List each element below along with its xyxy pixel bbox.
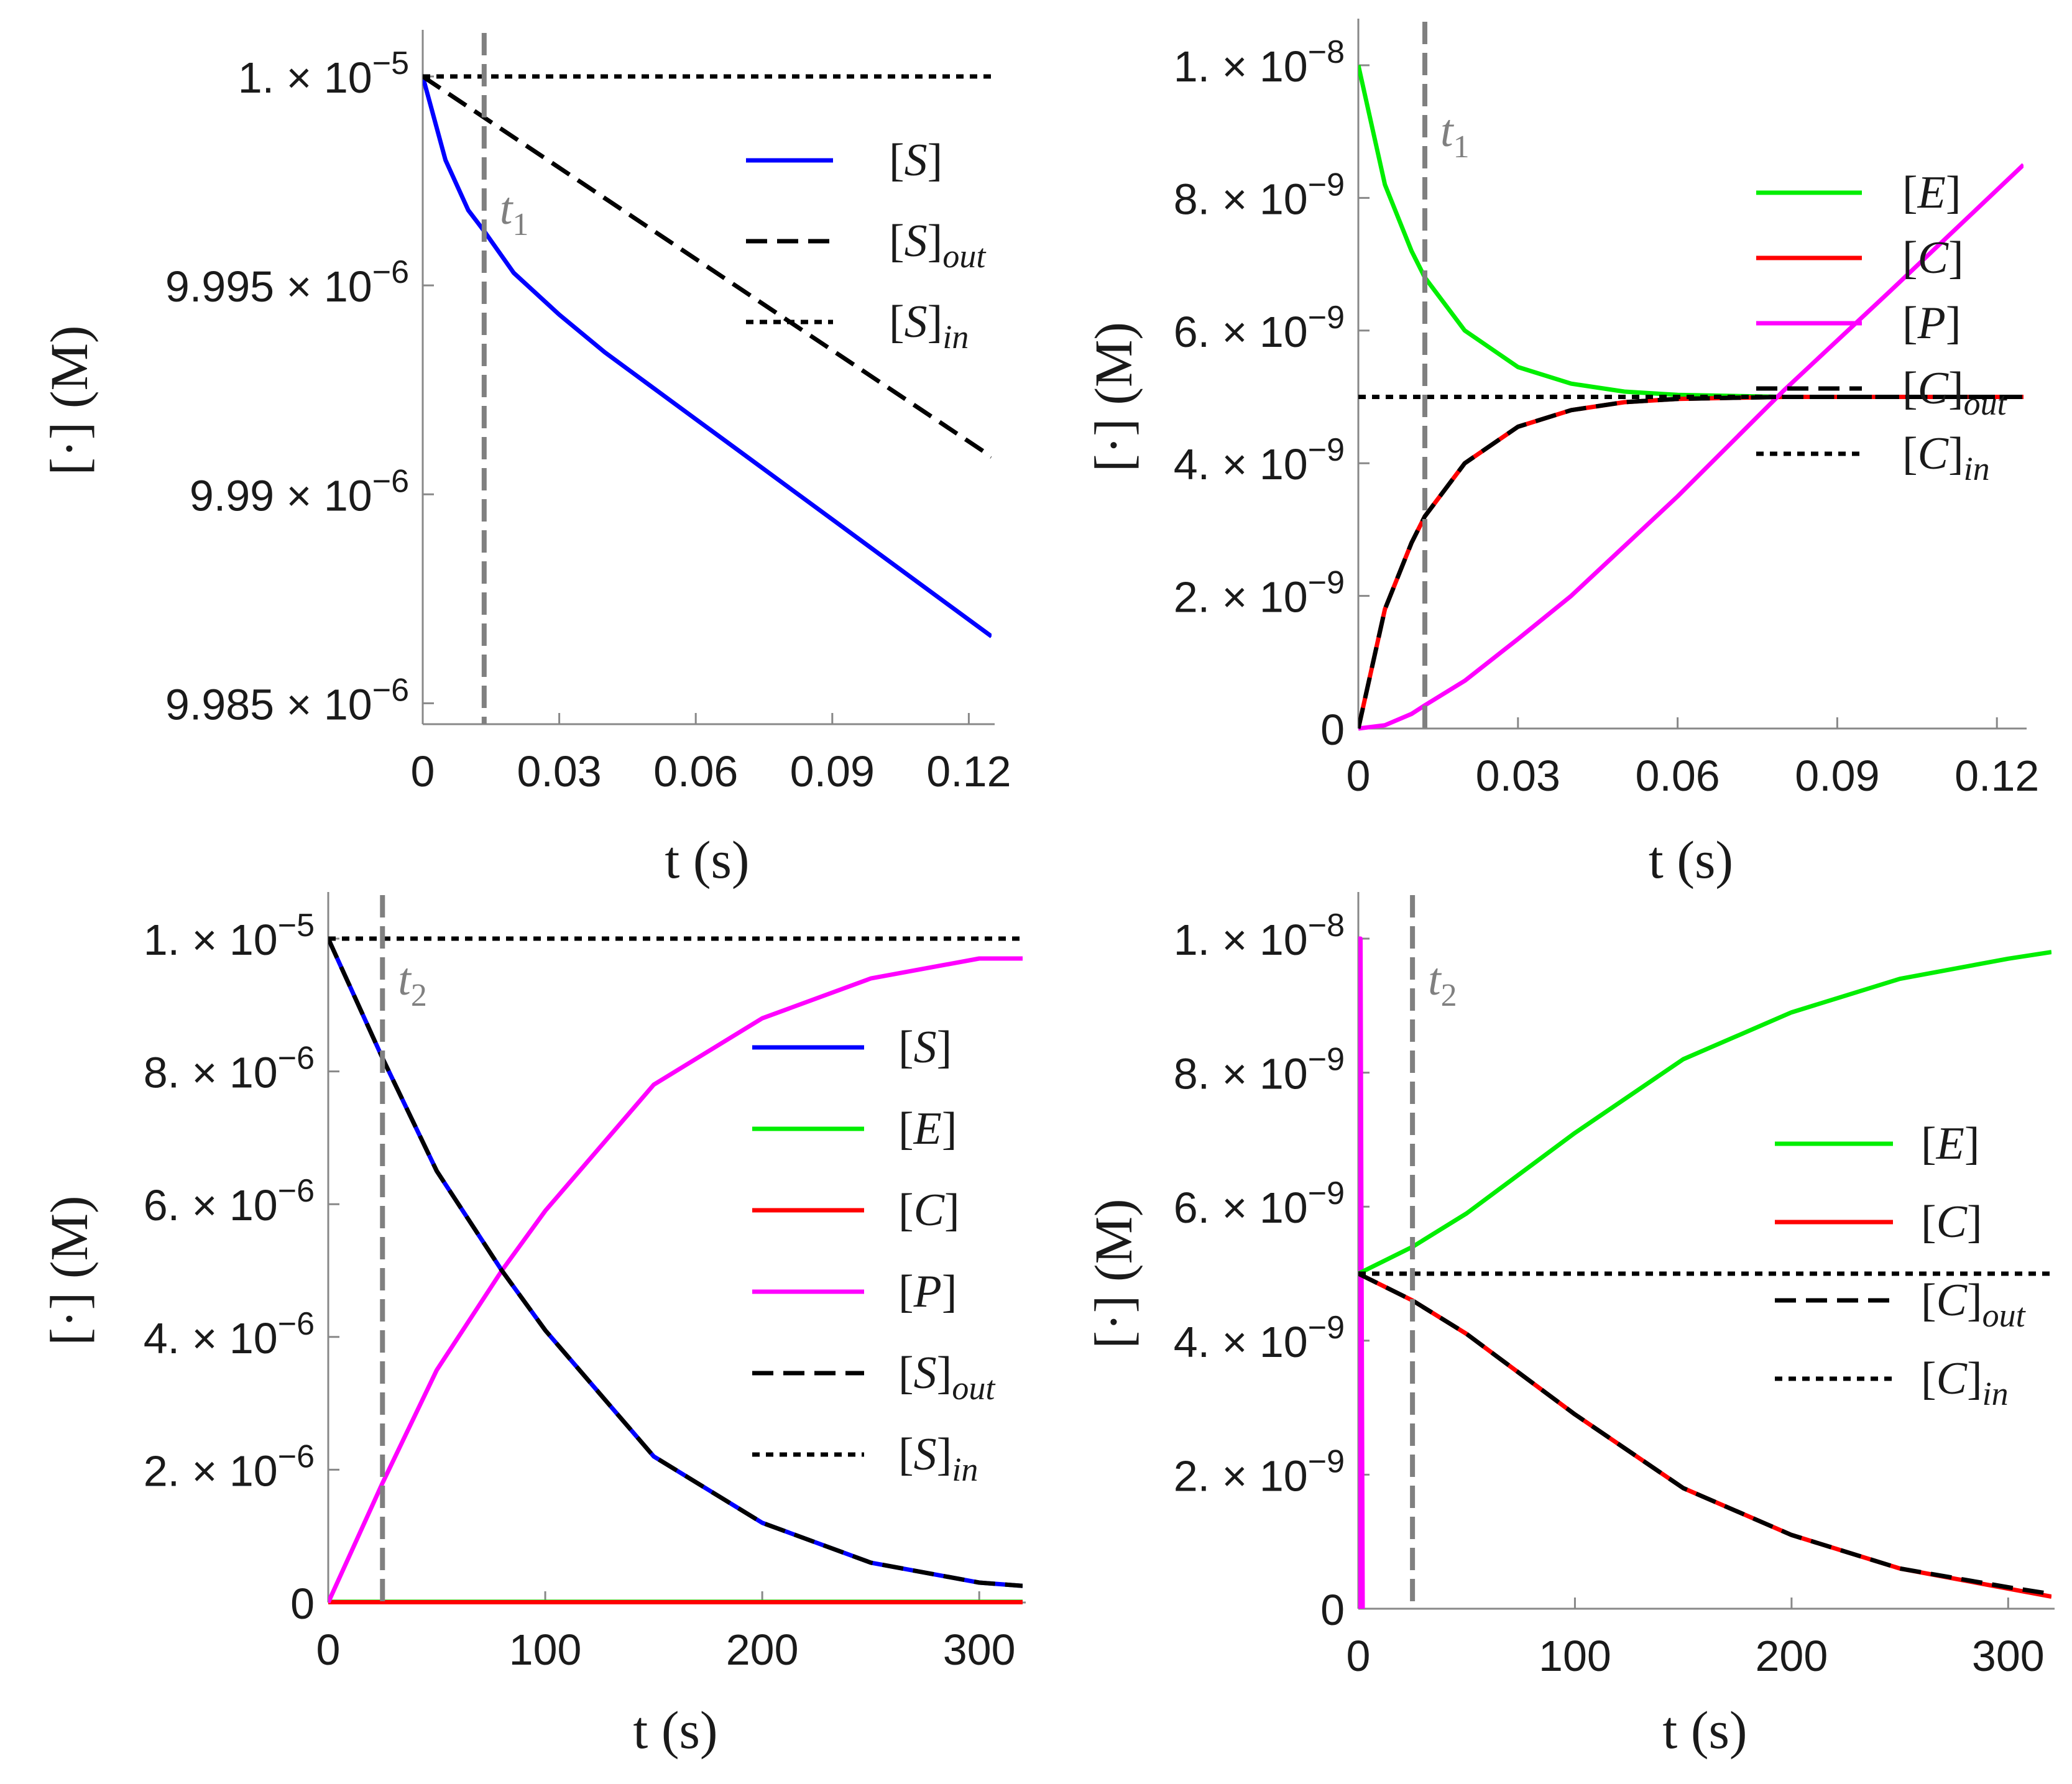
legend-label: [C] bbox=[1902, 232, 1964, 283]
y-tick-label: 9.995 × 10−6 bbox=[165, 254, 409, 311]
y-tick-label: 0 bbox=[290, 1579, 315, 1628]
y-tick-label: 9.985 × 10−6 bbox=[165, 672, 409, 729]
panel-bottom-right: 0 2. × 10−9 4. × 10−9 6. × 10−9 8. × 10−9 1. … bbox=[1084, 892, 2055, 1760]
y-tick-label: 2. × 10−9 bbox=[1174, 1443, 1345, 1500]
y-axis-title: [·] (M) bbox=[39, 1195, 99, 1345]
series-group bbox=[1358, 65, 2024, 731]
legend-label: [S]out bbox=[889, 216, 987, 275]
x-tick-label: 0.12 bbox=[1955, 752, 2039, 800]
y-tick-label: 2. × 10−9 bbox=[1174, 565, 1345, 622]
panel-top-left: 1. × 10−5 9.995 × 10−6 9.99 × 10−6 9.985 × … bbox=[39, 30, 1011, 890]
legend-label: [E] bbox=[1921, 1118, 1980, 1169]
x-tick-label: 200 bbox=[1755, 1632, 1828, 1680]
y-tick-label: 8. × 10−9 bbox=[1174, 1042, 1345, 1098]
y-tick-label: 2. × 10−6 bbox=[144, 1438, 315, 1495]
y-tick-label: 8. × 10−6 bbox=[144, 1041, 315, 1097]
y-tick-label: 1. × 10−8 bbox=[1174, 908, 1345, 964]
x-tick-label: 0 bbox=[1347, 1632, 1371, 1680]
legend-label: [S]in bbox=[898, 1429, 978, 1488]
x-axis-title: t (s) bbox=[1649, 830, 1733, 890]
legend-label: [C]in bbox=[1921, 1353, 2009, 1412]
series-line-s-out bbox=[423, 75, 992, 459]
series-line-p bbox=[1358, 936, 1365, 1609]
y-tick-label: 6. × 10−9 bbox=[1174, 1175, 1345, 1232]
y-tick-label: 1. × 10−8 bbox=[1174, 34, 1345, 91]
x-tick-label: 0.12 bbox=[926, 747, 1011, 796]
x-tick-label: 0 bbox=[411, 747, 435, 796]
legend-label: [S] bbox=[889, 135, 942, 186]
time-marker-label: t1 bbox=[500, 183, 529, 242]
legend-label: [C]out bbox=[1921, 1275, 2027, 1334]
x-tick-label: 0.03 bbox=[1476, 752, 1560, 800]
x-tick-label: 0 bbox=[316, 1625, 341, 1674]
legend-label: [C] bbox=[1921, 1197, 1982, 1248]
y-axis-title: [·] (M) bbox=[39, 325, 99, 475]
y-axis-title: [·] (M) bbox=[1084, 1198, 1143, 1348]
x-tick-label: 100 bbox=[1539, 1632, 1611, 1680]
x-axis-title: t (s) bbox=[665, 830, 749, 890]
legend-label: [E] bbox=[898, 1103, 957, 1154]
legend-label: [P] bbox=[898, 1266, 957, 1317]
x-tick-label: 0.06 bbox=[653, 747, 738, 796]
x-tick-label: 0 bbox=[1347, 752, 1371, 800]
y-tick-label: 4. × 10−6 bbox=[144, 1306, 315, 1363]
x-tick-label: 0.03 bbox=[517, 747, 601, 796]
series-group bbox=[423, 74, 992, 638]
legend-label: [C]out bbox=[1902, 363, 2008, 422]
series-line-e bbox=[1358, 950, 2051, 1276]
x-tick-label: 0.06 bbox=[1635, 752, 1720, 800]
x-tick-label: 0.09 bbox=[1795, 752, 1879, 800]
y-tick-label: 4. × 10−9 bbox=[1174, 432, 1345, 489]
series-line-p bbox=[328, 956, 1023, 1604]
y-tick-label: 1. × 10−5 bbox=[238, 45, 409, 102]
x-axis-title: t (s) bbox=[633, 1700, 717, 1760]
y-tick-label: 6. × 10−9 bbox=[1174, 300, 1345, 356]
time-marker-label: t2 bbox=[398, 954, 427, 1013]
panel-bottom-left: 0 2. × 10−6 4. × 10−6 6. × 10−6 8. × 10−6 1. … bbox=[39, 892, 1026, 1760]
x-axis-title: t (s) bbox=[1662, 1700, 1747, 1760]
legend-label: [P] bbox=[1902, 298, 1961, 349]
series-line-c-out bbox=[1358, 1271, 2051, 1596]
legend-label: [S] bbox=[898, 1022, 952, 1073]
series-group bbox=[328, 936, 1023, 1604]
x-tick-label: 200 bbox=[726, 1625, 799, 1674]
panel-top-right: 0 2. × 10−9 4. × 10−9 6. × 10−9 8. × 10−9 1. … bbox=[1084, 19, 2039, 890]
y-tick-label: 9.99 × 10−6 bbox=[190, 463, 409, 520]
y-tick-label: 6. × 10−6 bbox=[144, 1173, 315, 1230]
legend-label: [S]out bbox=[898, 1348, 996, 1407]
x-tick-label: 100 bbox=[509, 1625, 582, 1674]
series-line-s bbox=[423, 76, 992, 638]
y-tick-label: 0 bbox=[1320, 706, 1345, 754]
y-tick-label: 0 bbox=[1320, 1586, 1345, 1634]
y-axis-title: [·] (M) bbox=[1084, 322, 1143, 472]
series-line-p bbox=[1358, 163, 2024, 731]
legend-label: [E] bbox=[1902, 167, 1961, 218]
time-marker-label: t2 bbox=[1428, 954, 1457, 1013]
legend-label: [C] bbox=[898, 1185, 960, 1236]
legend-label: [C]in bbox=[1902, 428, 1990, 487]
time-marker-label: t1 bbox=[1440, 106, 1470, 165]
y-tick-label: 1. × 10−5 bbox=[144, 908, 315, 964]
x-tick-label: 300 bbox=[1972, 1632, 2045, 1680]
x-tick-label: 0.09 bbox=[790, 747, 875, 796]
legend-label: [S]in bbox=[889, 297, 969, 356]
series-group bbox=[1358, 936, 2051, 1609]
y-tick-label: 8. × 10−9 bbox=[1174, 167, 1345, 223]
x-tick-label: 300 bbox=[943, 1625, 1016, 1674]
series-line-s-out bbox=[328, 937, 1023, 1588]
y-tick-label: 4. × 10−9 bbox=[1174, 1310, 1345, 1366]
